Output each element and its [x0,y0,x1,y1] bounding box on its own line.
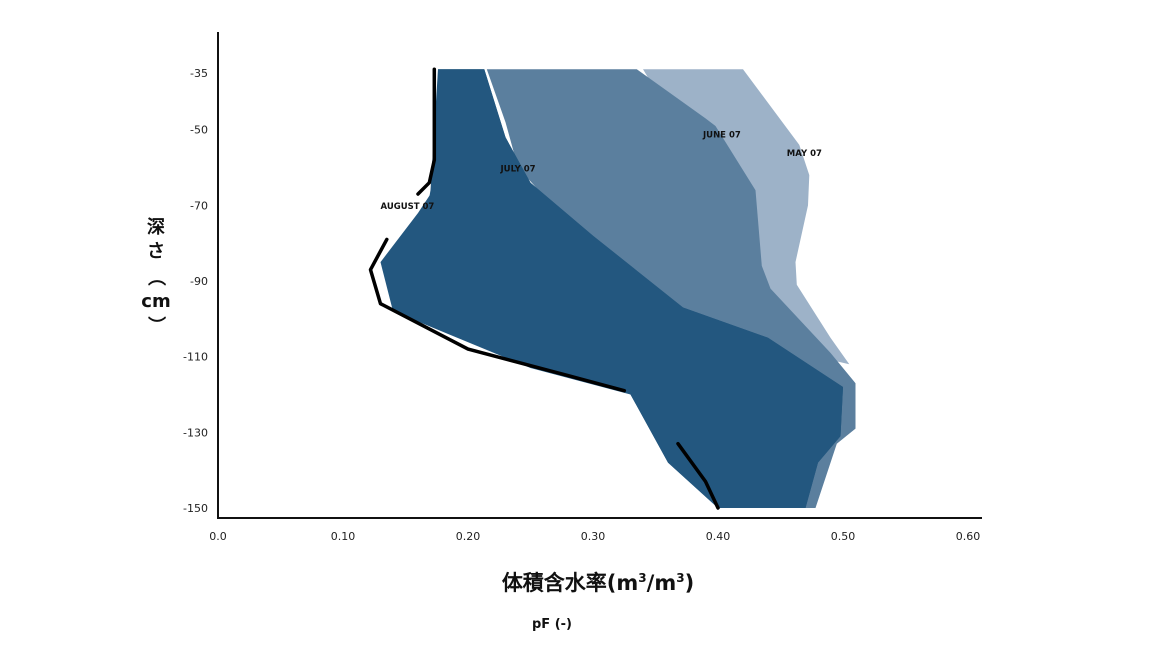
chart-areas [380,69,856,508]
y-tick-label: -110 [183,351,208,364]
y-axis-label: 深さ （ cm ） [141,216,170,334]
y-axis-label-char: （ [145,268,166,286]
series-annotation: AUGUST 07 [381,202,435,212]
y-tick-labels: -35 -50 -70 -90 -110 -130 -150 [183,67,208,515]
y-tick-label: -130 [183,426,208,439]
chart-axes [217,32,982,519]
subtitle: pF (-) [532,617,572,632]
series-annotations: MAY 07 JUNE 07 JULY 07 AUGUST 07 [381,130,823,212]
y-tick-label: -70 [190,199,208,212]
y-tick-label: -150 [183,502,208,515]
x-axis-label: 体積含水率(m3/m3) [502,571,694,595]
y-axis-label-char: ） [145,316,166,334]
boundary-line-1 [416,67,437,196]
y-axis-label-char: 深 [147,216,165,238]
x-tick-label: 0.60 [956,530,981,543]
y-tick-label: -90 [190,275,208,288]
y-axis-label-char: さ [147,241,165,262]
series-area-june-07 [486,69,856,508]
chart-boundary-lines [368,67,720,510]
series-area-august-07 [380,69,843,508]
series-annotation: JUNE 07 [702,130,741,140]
x-tick-label: 0.50 [831,530,856,543]
y-axis-label-char: cm [141,291,170,312]
series-annotation: MAY 07 [787,149,822,159]
y-tick-label: -35 [190,67,208,80]
x-tick-label: 0.10 [331,530,356,543]
x-tick-label: 0.20 [456,530,481,543]
x-tick-labels: 0.0 0.10 0.20 0.30 0.40 0.50 0.60 [209,530,980,543]
x-tick-label: 0.40 [706,530,731,543]
boundary-line-3 [676,441,720,510]
boundary-line-2 [368,237,627,393]
x-tick-label: 0.0 [209,530,227,543]
series-annotation: JULY 07 [500,164,536,174]
y-tick-label: -50 [190,124,208,137]
x-tick-label: 0.30 [581,530,606,543]
